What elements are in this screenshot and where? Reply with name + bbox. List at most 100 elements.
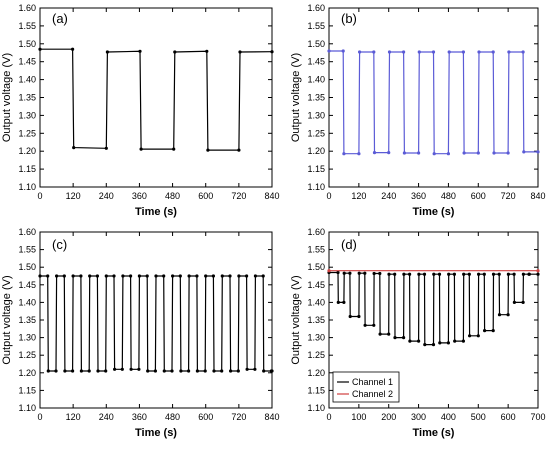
data-point (497, 313, 502, 317)
data-point (187, 274, 191, 278)
data-point (96, 369, 100, 373)
data-point (336, 270, 340, 275)
data-point (527, 272, 531, 276)
data-point (393, 336, 397, 340)
data-point (461, 50, 465, 54)
data-point (521, 300, 525, 304)
y-tick-label: 1.55 (18, 21, 36, 31)
y-tick-label: 1.55 (18, 245, 36, 255)
y-tick-label: 1.15 (18, 164, 36, 174)
y-tick-label: 1.15 (307, 385, 325, 395)
y-tick-label: 1.60 (18, 3, 36, 13)
data-point (468, 334, 472, 338)
data-point (372, 271, 376, 276)
data-point (55, 274, 59, 278)
data-point (220, 369, 224, 373)
data-point (387, 50, 392, 54)
x-tick-label: 240 (99, 191, 114, 201)
data-point (378, 271, 382, 276)
x-tick-label: 600 (198, 191, 213, 201)
x-tick-label: 120 (66, 191, 81, 201)
data-point (387, 151, 391, 155)
y-tick-label: 1.35 (307, 93, 325, 103)
y-tick-label: 1.55 (307, 21, 325, 31)
y-tick-label: 1.15 (18, 385, 36, 395)
data-point (342, 300, 346, 304)
data-point (211, 274, 215, 278)
data-point (341, 49, 345, 53)
data-point (483, 329, 487, 333)
y-tick-label: 1.60 (18, 227, 36, 237)
data-point (402, 151, 406, 155)
y-tick-label: 1.50 (307, 39, 325, 49)
panel-b: (b) 1.10 1.15 1.20 1.25 1.30 1.35 1.40 1.45 1.50… (290, 3, 546, 218)
y-tick-label: 1.10 (307, 403, 325, 413)
x-tick-label: 840 (264, 191, 279, 201)
data-point (71, 274, 75, 278)
y-tick-label: 1.30 (18, 333, 36, 343)
panel-a: (a) 1.10 1.15 1.20 1.25 1.30 1.35 1.40 1.45 1.50… (1, 3, 280, 218)
x-tick-label: 300 (411, 412, 426, 422)
data-point (438, 341, 442, 345)
data-point (336, 300, 340, 304)
data-point (432, 152, 436, 156)
data-point (104, 146, 108, 150)
data-point (446, 341, 450, 345)
data-point (393, 272, 397, 276)
data-point (408, 272, 412, 276)
data-point (512, 272, 516, 276)
data-point (536, 269, 540, 273)
data-point (121, 274, 125, 278)
x-tick-label: 120 (351, 191, 366, 201)
data-point (238, 50, 242, 54)
y-tick-label: 1.50 (18, 262, 36, 272)
data-point (402, 50, 406, 54)
data-point (206, 148, 210, 152)
y-tick-label: 1.30 (307, 110, 325, 120)
y-tick-label: 1.45 (18, 280, 36, 290)
legend-label: Channel 1 (352, 377, 393, 387)
y-tick-label: 1.60 (307, 3, 325, 13)
data-point (357, 152, 361, 156)
data-point (506, 151, 510, 155)
data-point (212, 369, 216, 373)
x-axis-title: Time (s) (413, 206, 455, 218)
y-tick-label: 1.45 (18, 57, 36, 67)
data-point (71, 47, 75, 51)
data-point (491, 272, 496, 276)
x-tick-label: 120 (66, 412, 81, 422)
y-tick-label: 1.20 (307, 368, 325, 378)
x-tick-label: 400 (441, 412, 456, 422)
data-point (237, 148, 241, 152)
data-point (357, 314, 361, 319)
data-point (446, 152, 450, 156)
x-tick-label: 240 (381, 191, 396, 201)
data-point (104, 274, 108, 278)
data-point (506, 272, 510, 276)
panel-label: (b) (341, 11, 357, 26)
data-point (120, 367, 124, 371)
x-axis-title: Time (s) (413, 427, 455, 439)
data-point (491, 50, 495, 54)
data-point (87, 369, 91, 373)
data-point (423, 343, 427, 347)
data-point (112, 274, 116, 278)
data-point (348, 314, 352, 319)
x-tick-label: 720 (231, 412, 246, 422)
data-point (417, 151, 421, 155)
data-point (178, 274, 182, 278)
data-point (358, 50, 362, 54)
data-point (422, 272, 427, 276)
data-point (462, 151, 466, 155)
y-tick-label: 1.20 (307, 146, 325, 156)
data-point (270, 369, 274, 373)
data-point (492, 151, 496, 155)
data-point (261, 274, 265, 278)
data-point (453, 339, 457, 343)
data-point (327, 49, 331, 53)
data-point (129, 274, 133, 278)
y-tick-label: 1.25 (307, 350, 325, 360)
data-point (46, 369, 50, 373)
data-point (512, 300, 517, 304)
plot-frame (39, 7, 273, 188)
